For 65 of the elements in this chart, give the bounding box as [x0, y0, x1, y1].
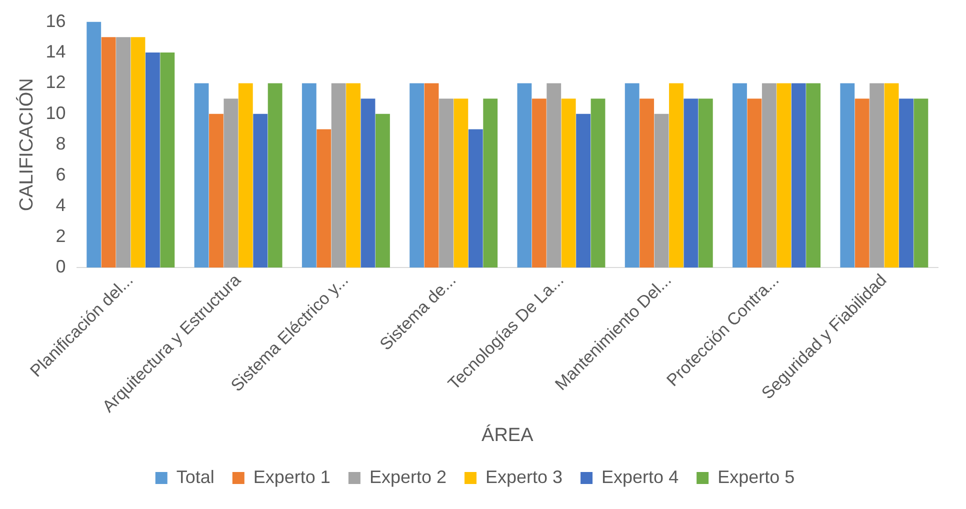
x-axis-title: ÁREA — [482, 424, 534, 446]
bar — [776, 83, 792, 268]
legend-label: Total — [176, 466, 214, 487]
bar — [747, 98, 762, 268]
bar — [640, 98, 654, 268]
bar — [483, 98, 498, 268]
y-axis-title: CALIFICACIÓN — [16, 78, 38, 212]
bar — [194, 83, 209, 268]
bar — [899, 98, 914, 268]
bar — [884, 83, 899, 268]
bar — [517, 83, 532, 268]
y-tick-label: 2 — [56, 226, 66, 246]
bar — [146, 52, 160, 268]
bar — [561, 98, 576, 268]
bar — [302, 83, 316, 268]
bar — [624, 83, 640, 268]
y-tick-label: 16 — [46, 10, 66, 31]
bar — [268, 83, 282, 268]
bar — [806, 83, 821, 268]
bar — [468, 129, 483, 268]
bar — [654, 114, 669, 268]
bar — [224, 98, 238, 268]
bar — [840, 83, 855, 268]
bar — [439, 98, 454, 268]
y-tick-label: 12 — [46, 72, 66, 92]
legend-label: Experto 4 — [602, 466, 679, 487]
y-tick-label: 14 — [46, 41, 66, 62]
y-tick-label: 10 — [46, 102, 66, 123]
y-tick-label: 6 — [56, 164, 66, 184]
bar — [454, 98, 468, 268]
legend-label: Experto 5 — [718, 466, 795, 487]
y-tick-label: 8 — [56, 134, 66, 154]
bar — [424, 83, 439, 268]
bar — [346, 83, 361, 268]
bar — [698, 98, 713, 268]
bar — [116, 37, 130, 268]
legend-label: Experto 1 — [253, 466, 330, 487]
bar — [532, 98, 546, 268]
bar — [732, 83, 747, 268]
bar — [101, 37, 116, 268]
bar — [253, 114, 268, 268]
bar — [791, 83, 806, 268]
bar — [590, 98, 606, 268]
bar — [410, 83, 424, 268]
bar — [86, 22, 102, 268]
bar — [130, 37, 146, 268]
bar — [684, 98, 698, 268]
bar — [762, 83, 776, 268]
bar — [360, 98, 376, 268]
bar — [238, 83, 253, 268]
bar — [669, 83, 684, 268]
legend-label: Experto 2 — [369, 466, 446, 487]
bar — [546, 83, 562, 268]
bar — [854, 98, 870, 268]
bar — [576, 114, 591, 268]
bar — [160, 52, 175, 268]
y-tick-label: 0 — [56, 256, 66, 276]
legend-label: Experto 3 — [485, 466, 563, 487]
bar — [914, 98, 928, 268]
bar — [209, 114, 224, 268]
bar — [331, 83, 346, 268]
bar — [376, 114, 390, 268]
bar — [316, 129, 332, 268]
y-tick-label: 4 — [56, 195, 66, 216]
bar — [870, 83, 884, 268]
